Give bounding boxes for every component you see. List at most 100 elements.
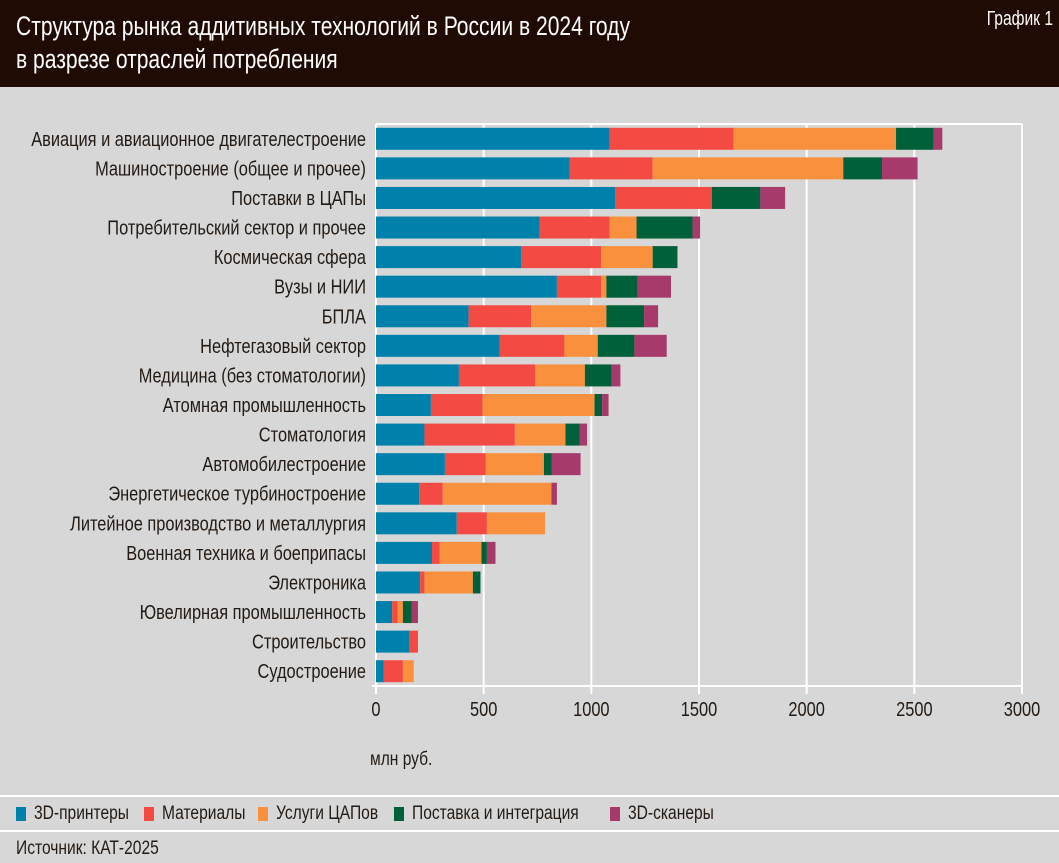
bar-segment [397, 601, 403, 624]
chart-title: Структура рынка аддитивных технологий в … [16, 10, 630, 76]
bar-segment [420, 571, 425, 594]
bar-segment [376, 216, 540, 239]
legend-label: Материалы [161, 803, 246, 824]
category-label: Ювелирная промышленность [140, 600, 366, 623]
bar-segment [376, 394, 431, 416]
bar-segment [634, 334, 667, 357]
bar-segment [539, 216, 610, 239]
bar-segment [485, 453, 544, 476]
bar-segment [760, 186, 786, 209]
bar-segment [597, 334, 635, 357]
bar-segment [409, 630, 418, 653]
title-line-1: Структура рынка аддитивных технологий в … [16, 11, 630, 41]
bar-segment [535, 364, 585, 387]
title-line-2: в разрезе отраслей потребления [16, 44, 338, 74]
category-label: Атомная промышленность [163, 393, 366, 416]
bar-segment [601, 275, 607, 298]
bar-segment [392, 601, 398, 624]
bar-segment [882, 157, 918, 180]
category-label: Нефтегазовый сектор [200, 334, 366, 357]
category-label: Машиностроение (общее и прочее) [95, 157, 366, 180]
bar-segment [376, 364, 459, 387]
bar-segment [402, 601, 412, 624]
bar-segment [376, 571, 421, 594]
bar-segment [486, 512, 546, 535]
category-label: БПЛА [322, 305, 367, 328]
bar-segment [376, 423, 425, 446]
bar-segment [601, 246, 653, 269]
bar-segment [424, 571, 473, 594]
bar-segment [896, 127, 934, 150]
bar-segment [444, 453, 486, 476]
bar-segment [442, 482, 552, 505]
category-label: Судостроение [258, 660, 366, 683]
category-label: Автомобилестроение [202, 453, 366, 476]
bar-segment [430, 394, 483, 416]
bar-segment [565, 423, 580, 446]
x-tick-label: 2500 [896, 697, 932, 720]
bar-segment [609, 127, 734, 150]
bar-segment [424, 423, 515, 446]
bar-segment [431, 541, 440, 564]
bar-segment [644, 305, 659, 328]
legend-item: Поставка и интеграция [394, 803, 601, 825]
category-label: Поставки в ЦАПы [231, 186, 366, 209]
category-label: Стоматология [259, 423, 366, 446]
bar-segment [376, 660, 384, 683]
bar-segment [594, 394, 603, 416]
category-label: Военная техника и боеприпасы [126, 541, 366, 564]
legend-item: Материалы [143, 803, 250, 825]
category-label: Космическая сфера [214, 246, 367, 269]
bar-segment [531, 305, 607, 328]
bar-segment [933, 127, 943, 150]
bar-segment [521, 246, 602, 269]
bar-segment [376, 127, 610, 150]
category-label: Электроника [268, 571, 367, 594]
bar-segment [615, 186, 712, 209]
bar-segment [551, 482, 557, 505]
bar-segment [411, 601, 418, 624]
bar-segment [652, 246, 678, 269]
category-label: Потребительский сектор и прочее [107, 216, 366, 239]
bar-segment [692, 216, 701, 239]
stacked-bar-chart: 0 500 1000 1500 2000 2500 3000 Авиация и авиаци… [31, 123, 1040, 770]
category-label: Авиация и авиационное двигателестроение [31, 127, 366, 150]
bar-segment [376, 601, 393, 624]
bar-segment [376, 305, 469, 328]
bar-segment [564, 334, 598, 357]
bar-segment [456, 512, 487, 535]
bar-segment [499, 334, 565, 357]
bar-segment [376, 512, 457, 535]
legend-label: 3D-сканеры [627, 803, 714, 824]
legend-swatch [16, 807, 26, 821]
bar-segment [636, 216, 693, 239]
bar-segment [579, 423, 588, 446]
legend: 3D-принтеры Материалы Услуги ЦАПов Поставка… [16, 803, 726, 825]
bar-segment [472, 571, 481, 594]
bar-segment [439, 541, 482, 564]
x-tick-label: 1000 [573, 697, 609, 720]
bar-segment [376, 630, 410, 653]
bar-segment [376, 186, 616, 209]
x-axis-label: млн руб. [370, 748, 432, 770]
source-note: Источник: КАТ-2025 [16, 838, 159, 859]
bar-segment [376, 482, 420, 505]
x-tick-label: 3000 [1004, 697, 1040, 720]
bar-segment [482, 394, 595, 416]
legend-top-divider [0, 795, 1059, 797]
category-label: Медицина (без стоматологии) [139, 364, 366, 387]
legend-label: 3D-принтеры [34, 803, 130, 824]
bar-segment [543, 453, 552, 476]
bar-segment [376, 275, 557, 298]
chart-header: Структура рынка аддитивных технологий в … [0, 0, 1059, 87]
bar-segment [602, 394, 609, 416]
legend-bottom-divider [0, 830, 1059, 832]
legend-item: Услуги ЦАПов [257, 803, 387, 825]
legend-item: 3D-принтеры [16, 803, 136, 825]
bar-segment [402, 660, 414, 683]
bar-segment [652, 157, 844, 180]
category-label: Строительство [252, 630, 366, 653]
category-label: Вузы и НИИ [274, 275, 366, 298]
bar-segment [584, 364, 612, 387]
legend-label: Поставка и интеграция [412, 803, 579, 824]
